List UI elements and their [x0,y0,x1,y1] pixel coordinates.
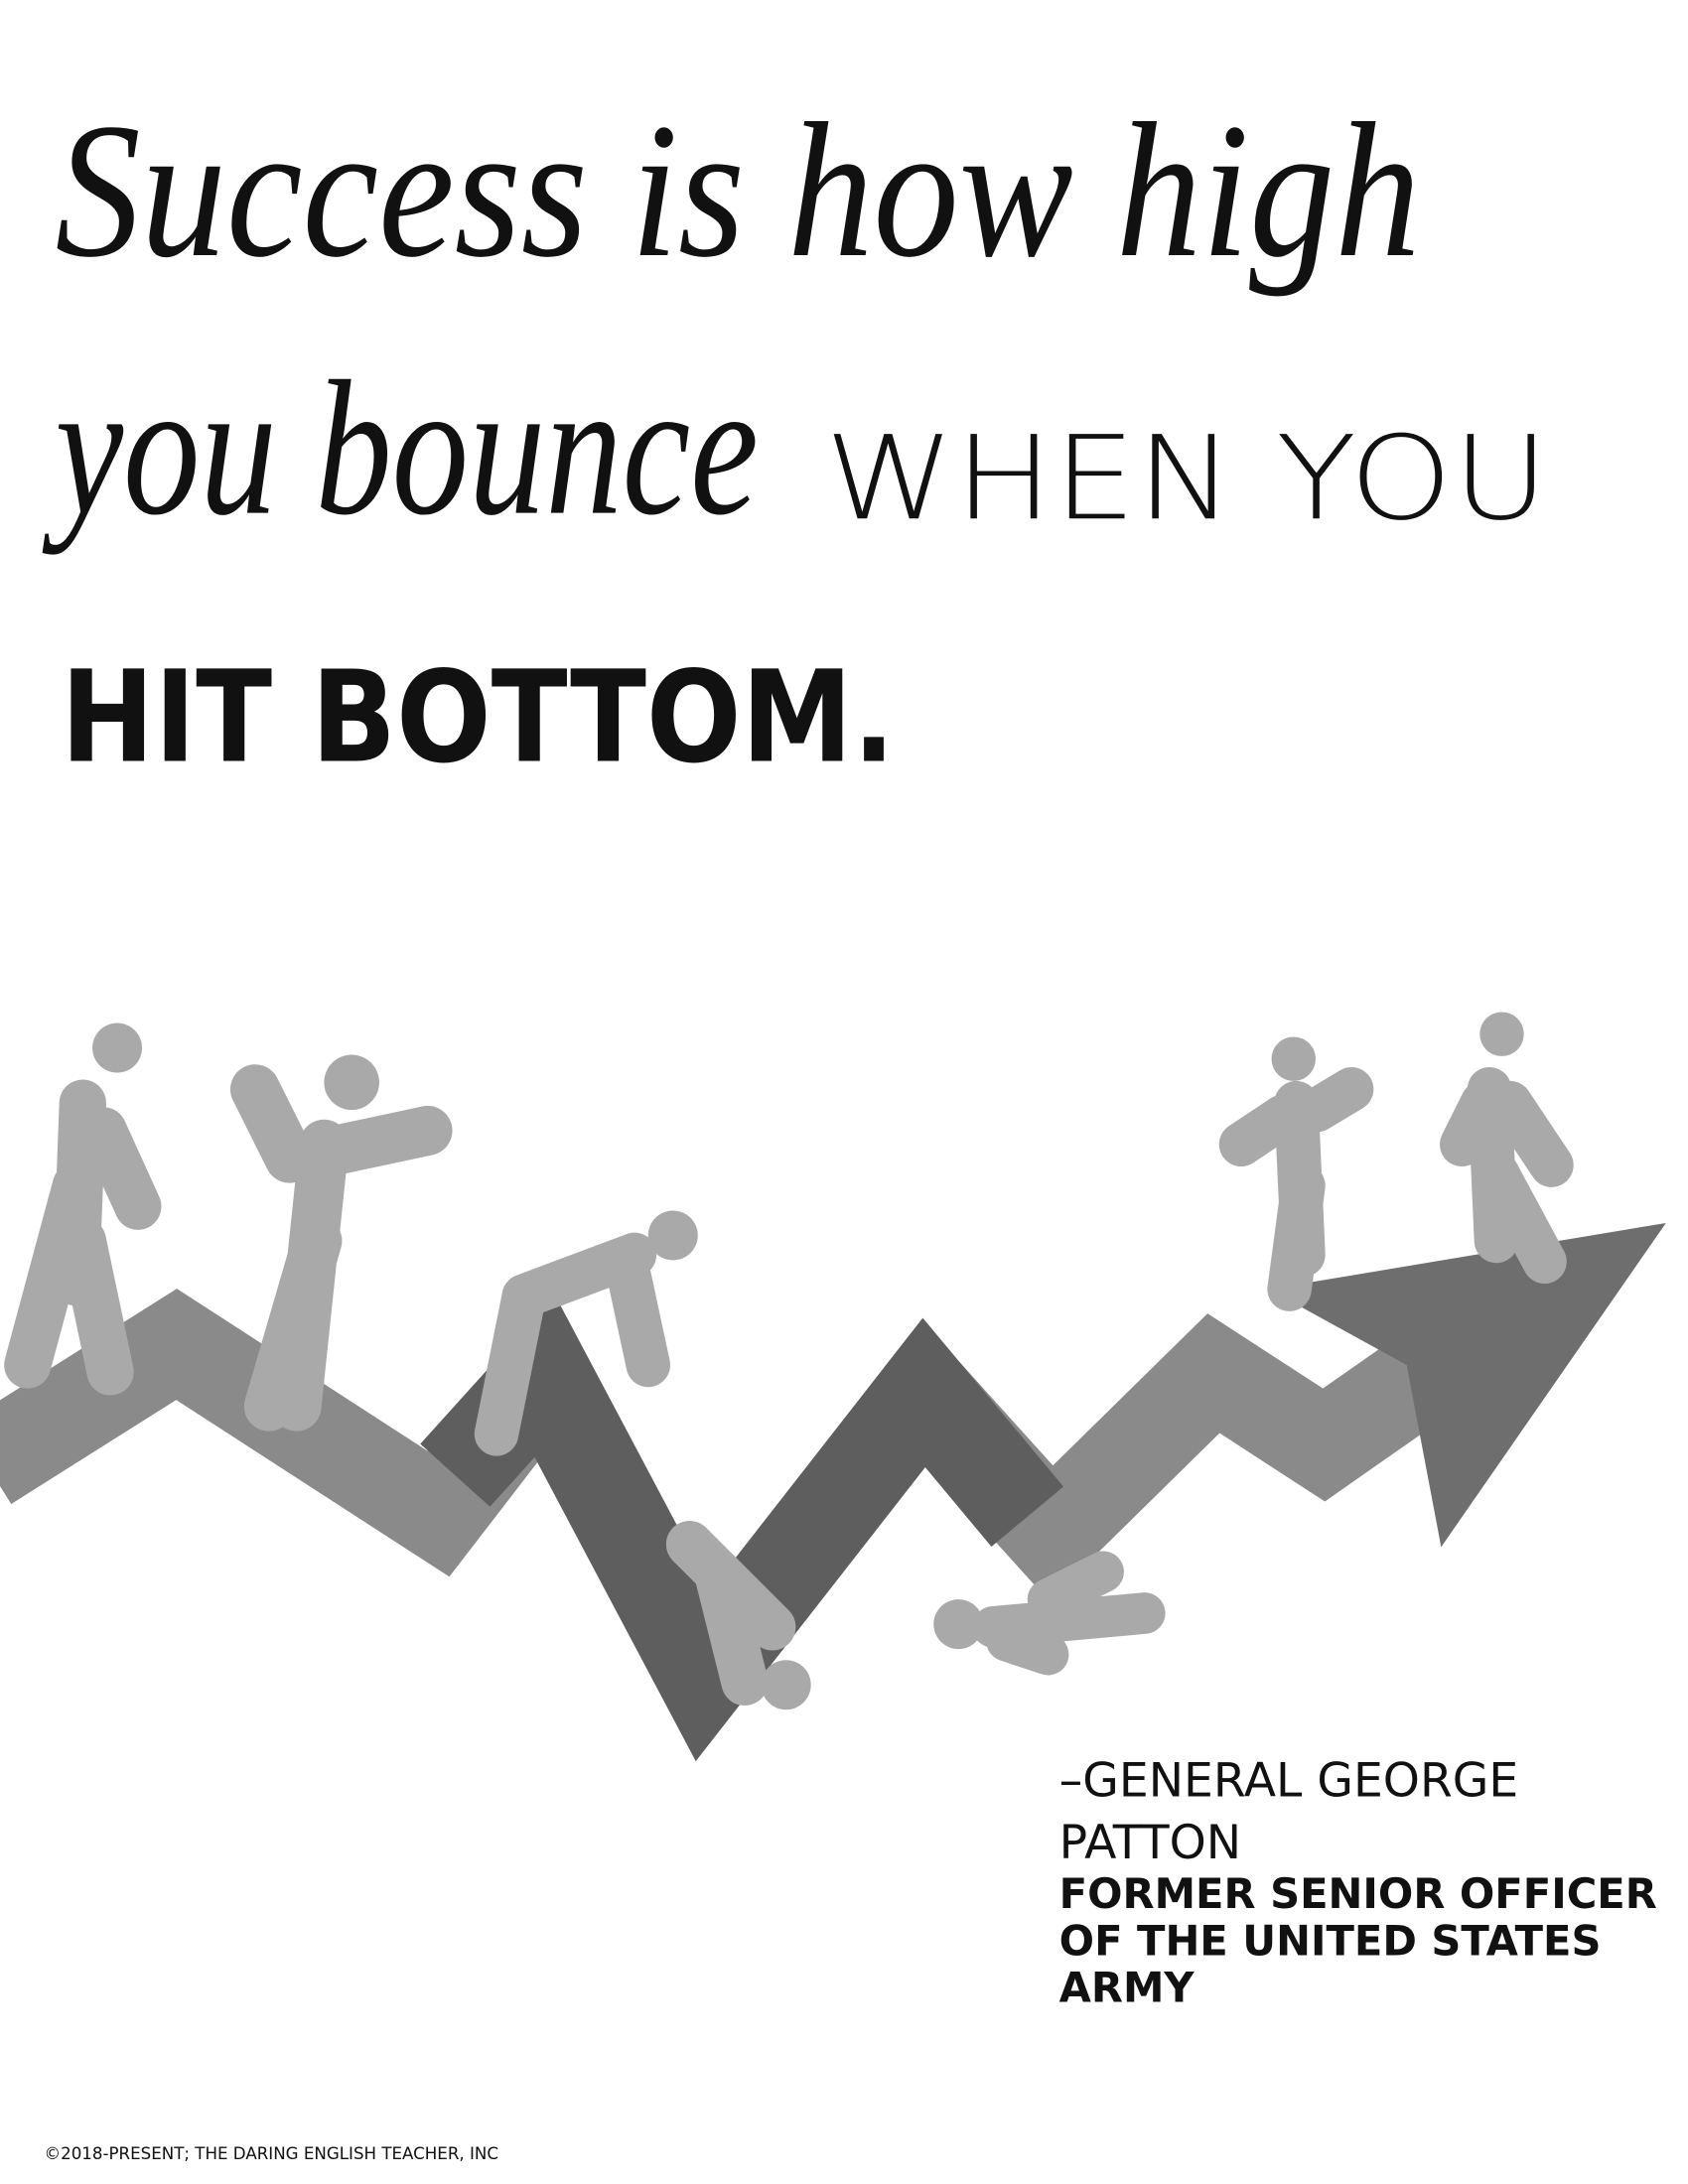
quote-line: HIT BOTTOM. [61,644,895,792]
copyright: ©2018-PRESENT; THE DARING ENGLISH TEACHE… [44,2144,498,2163]
figures [4,1012,1574,1710]
attribution-role: ARMY [1059,1964,1196,2012]
zigzag-arrow [0,1222,1666,1761]
attribution-name: –GENERAL GEORGE [1059,1754,1519,1809]
quote-line: you bounce [42,342,759,556]
quote-line: WHEN YOU [825,411,1549,546]
attribution-role: FORMER SENIOR OFFICER [1059,1869,1657,1918]
attribution-name: PATTON [1059,1816,1241,1870]
quote-line: Success is how high [56,84,1421,298]
attribution-role: OF THE UNITED STATES [1059,1916,1602,1965]
